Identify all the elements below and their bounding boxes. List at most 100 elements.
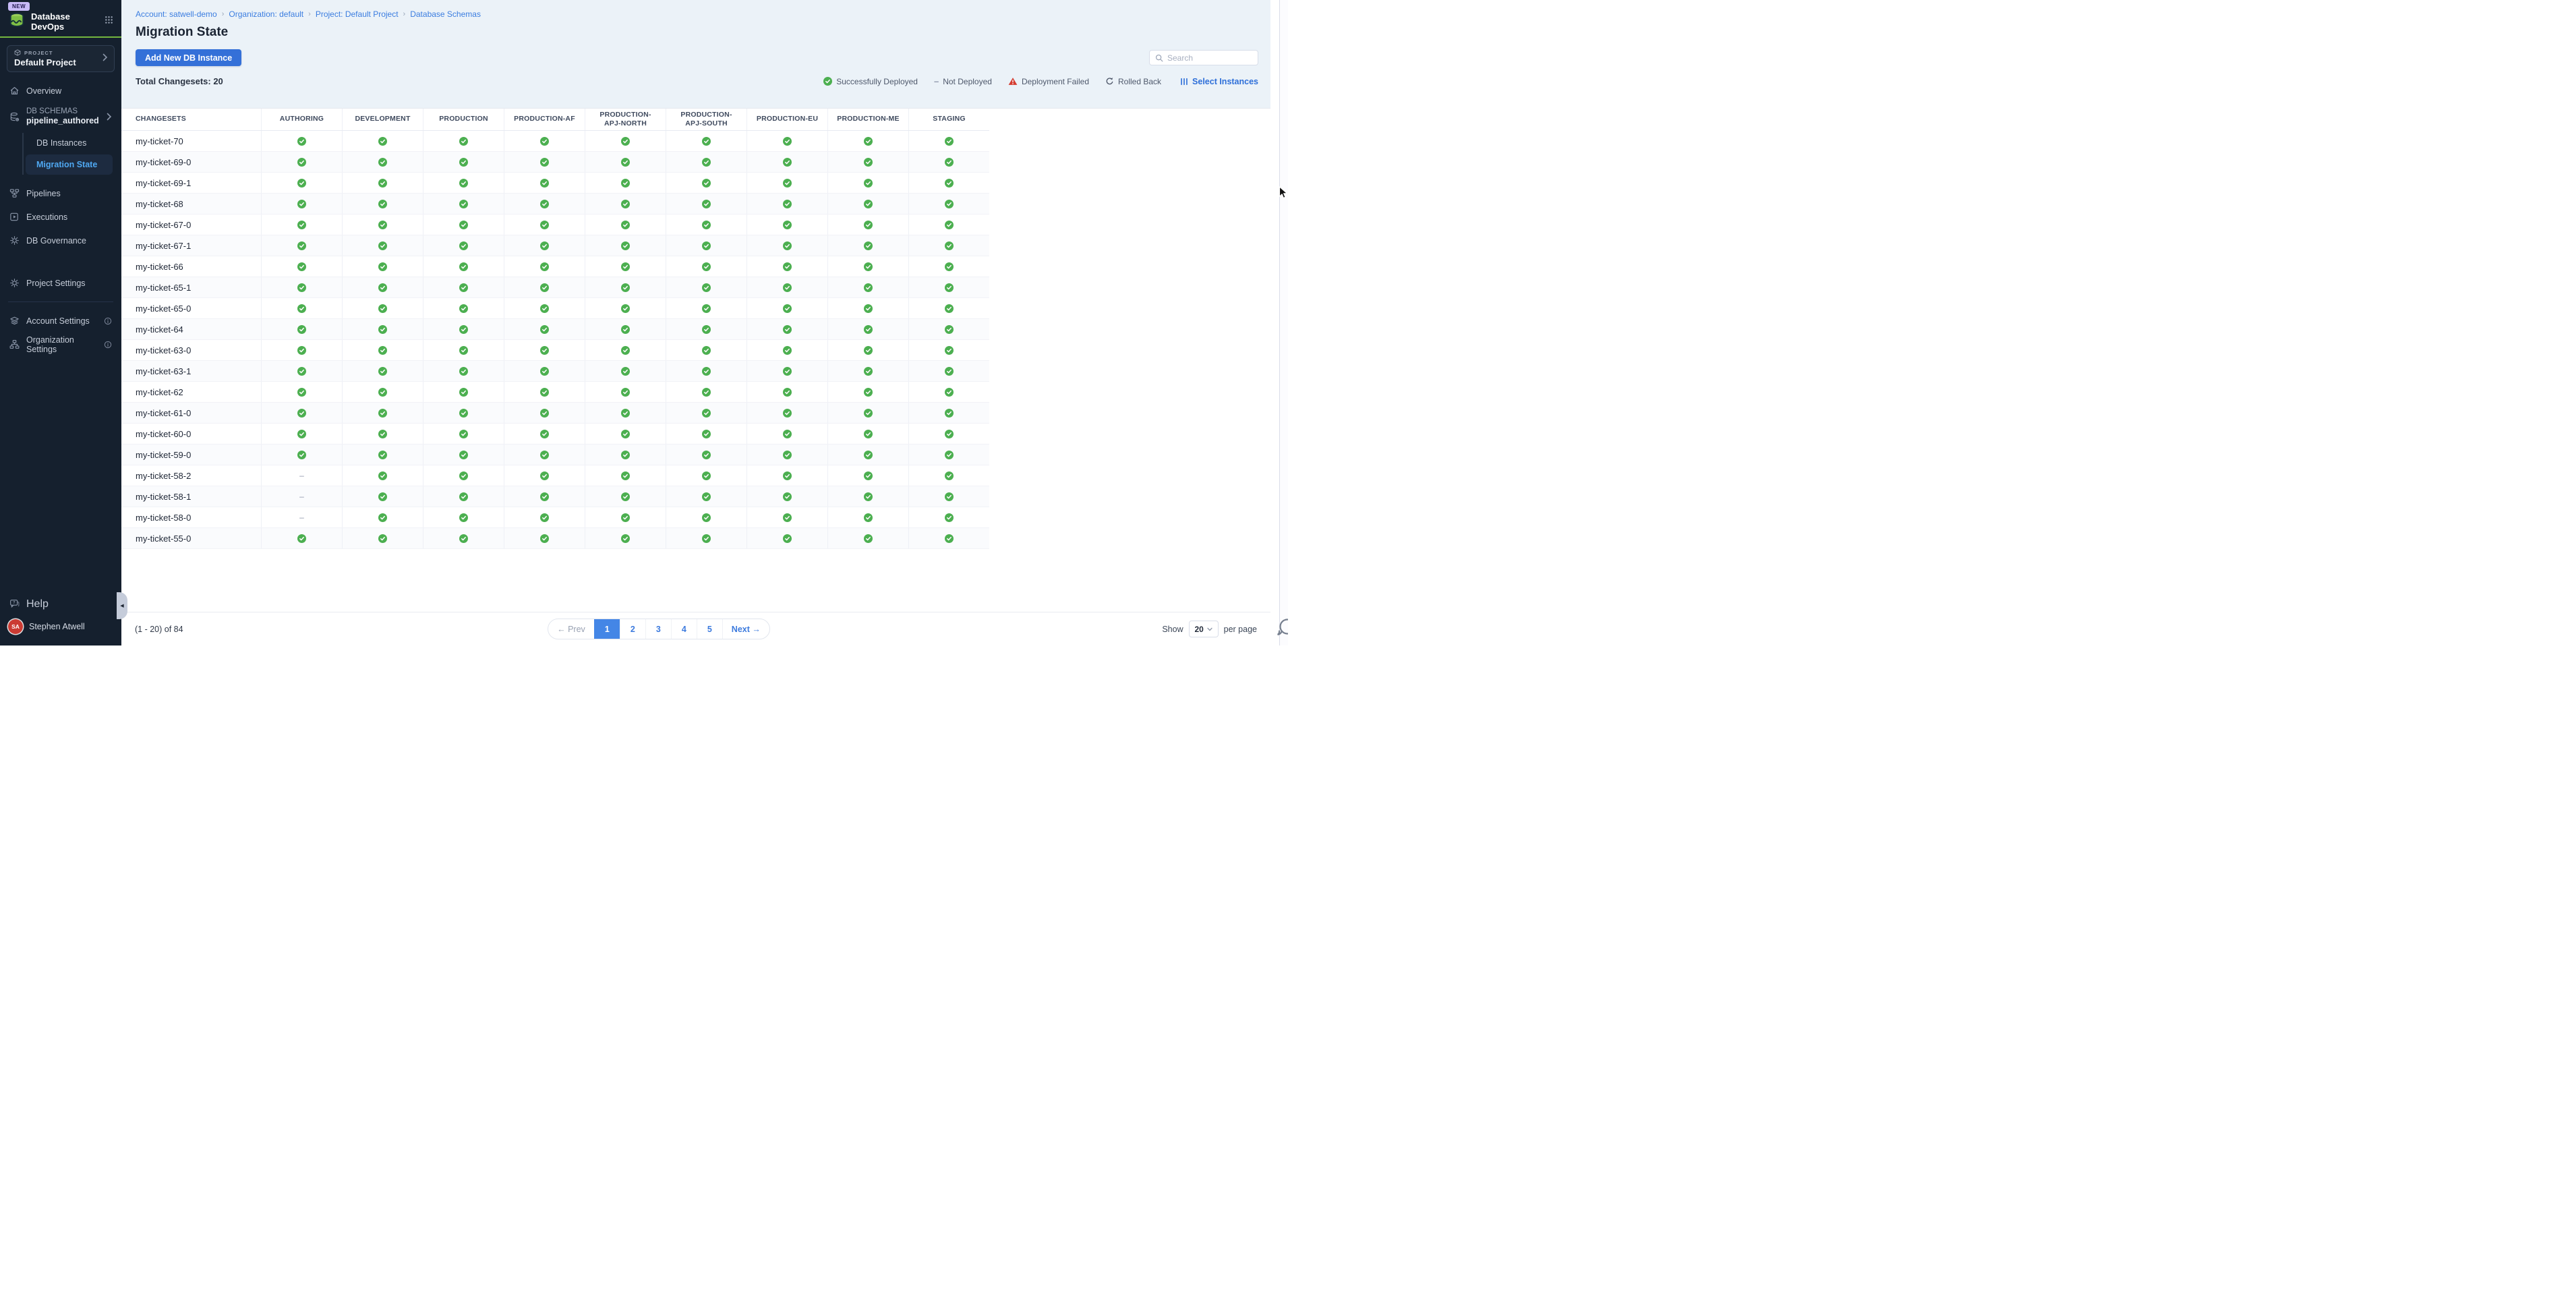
apps-grid-icon[interactable] [105,16,113,28]
status-cell [747,319,827,339]
chevron-down-icon [1207,627,1212,631]
status-cell [423,382,504,402]
table-row: my-ticket-69-0 [121,152,989,173]
status-deployed-icon [297,137,306,146]
account-settings-icon [9,316,20,326]
status-cell [747,528,827,548]
status-cell [504,235,585,256]
status-cell [504,152,585,172]
status-deployed-icon [540,200,549,208]
changeset-name: my-ticket-65-1 [121,283,261,293]
status-deployed-icon [459,513,468,522]
status-cell [747,382,827,402]
status-cell [666,361,747,381]
breadcrumb-item[interactable]: Organization: default [229,9,303,19]
status-cell [342,173,423,193]
status-not-deployed-icon: – [299,513,304,522]
status-deployed-icon [297,409,306,418]
project-selector[interactable]: PROJECT Default Project [7,45,115,72]
status-cell [908,340,989,360]
sidebar-item-db-governance[interactable]: DB Governance [0,230,121,251]
sidebar-item-account-settings[interactable]: Account Settings [0,310,121,331]
status-cell [342,444,423,465]
user-menu[interactable]: SA Stephen Atwell [0,614,121,639]
page-size-select[interactable]: 20 [1189,621,1219,637]
status-cell [261,444,342,465]
select-instances-button[interactable]: Select Instances [1180,77,1258,86]
status-deployed-icon [783,304,792,313]
status-deployed-icon [459,325,468,334]
sidebar-item-db-schemas[interactable]: DB SCHEMAS pipeline_authored [0,103,121,131]
status-cell [908,465,989,486]
total-changesets-label: Total Changesets: 20 [136,76,223,86]
pagination-prev-button[interactable]: ← Prev [548,619,594,639]
status-deployed-icon [702,430,711,438]
pagination-page-3[interactable]: 3 [645,619,671,639]
sidebar-item-organization-settings[interactable]: Organization Settings [0,334,121,355]
table-row: my-ticket-62 [121,382,989,403]
status-deployed-icon [945,534,954,543]
app-logo-icon [8,11,26,32]
breadcrumb-item[interactable]: Project: Default Project [316,9,399,19]
sidebar-item-label: Account Settings [26,316,90,326]
sidebar-item-pipelines[interactable]: Pipelines [0,183,121,204]
status-cell [261,361,342,381]
status-deployed-icon [378,325,387,334]
status-deployed-icon [864,492,873,501]
status-deployed-icon [864,137,873,146]
status-deployed-icon [945,388,954,397]
pagination-page-2[interactable]: 2 [620,619,645,639]
sidebar-item-overview[interactable]: Overview [0,80,121,101]
legend-item: –Not Deployed [934,76,992,86]
status-deployed-icon [378,304,387,313]
sidebar-item-executions[interactable]: Executions [0,206,121,227]
status-deployed-icon [297,534,306,543]
status-cell [585,444,666,465]
status-cell [423,277,504,297]
table-row: my-ticket-64 [121,319,989,340]
pagination-page-4[interactable]: 4 [671,619,697,639]
status-deployed-icon [702,241,711,250]
sidebar-item-project-settings[interactable]: Project Settings [0,272,121,293]
add-db-instance-button[interactable]: Add New DB Instance [136,49,241,66]
status-cell [908,152,989,172]
status-cell [423,444,504,465]
search-box[interactable] [1149,50,1258,65]
status-deployed-icon [945,262,954,271]
legend-item: Deployment Failed [1008,77,1089,86]
status-cell [747,444,827,465]
pagination: ← Prev 12345 Next → [548,619,770,639]
play-square-icon [9,212,20,222]
scrollbar[interactable] [1279,0,1288,646]
pagination-page-5[interactable]: 5 [697,619,722,639]
breadcrumb-item[interactable]: Account: satwell-demo [136,9,217,19]
status-deployed-icon [945,409,954,418]
search-input[interactable] [1167,53,1252,63]
status-deployed-icon [702,158,711,167]
status-deployed-icon [783,262,792,271]
status-cell [908,424,989,444]
status-deployed-icon [540,534,549,543]
pagination-next-button[interactable]: Next → [722,619,769,639]
status-deployed-icon [459,304,468,313]
sidebar-item-help[interactable]: ? Help [0,594,121,614]
chat-widget-button[interactable] [1275,616,1288,643]
status-deployed-icon [378,179,387,188]
breadcrumb-item[interactable]: Database Schemas [410,9,481,19]
pagination-page-1[interactable]: 1 [594,619,620,639]
migration-table: CHANGESETSAUTHORINGDEVELOPMENTPRODUCTION… [121,108,1270,549]
status-cell [261,403,342,423]
sidebar-bottom: ? Help SA Stephen Atwell [0,594,121,639]
table-row: my-ticket-58-0– [121,507,989,528]
status-cell [342,256,423,277]
status-deployed-icon [378,492,387,501]
table-row: my-ticket-58-1– [121,486,989,507]
status-deployed-icon [540,283,549,292]
status-cell [827,152,908,172]
sidebar-item-migration-state[interactable]: Migration State [26,154,113,175]
status-cell [666,277,747,297]
sidebar-collapse-handle[interactable]: ◀ [117,592,127,619]
status-deployed-icon [702,200,711,208]
sidebar-item-db-instances[interactable]: DB Instances [26,133,113,153]
status-cell [908,173,989,193]
